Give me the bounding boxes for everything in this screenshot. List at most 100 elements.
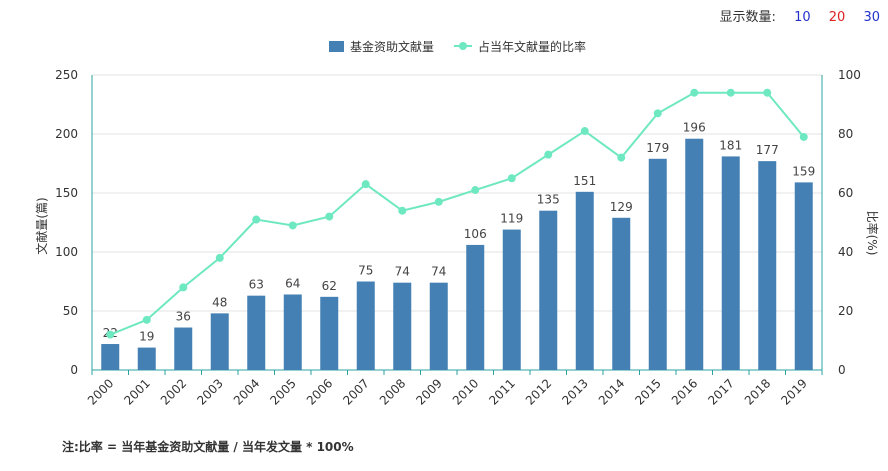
legend-bar-swatch[interactable] bbox=[329, 41, 344, 52]
bar-value-label: 119 bbox=[500, 212, 523, 226]
legend-bar-label[interactable]: 基金资助文献量 bbox=[350, 39, 434, 54]
x-tick-label: 2010 bbox=[450, 376, 481, 407]
y-axis-left-title: 文献量(篇) bbox=[34, 197, 49, 254]
bar[interactable] bbox=[356, 281, 375, 371]
bar[interactable] bbox=[101, 344, 120, 370]
bar[interactable] bbox=[721, 156, 740, 370]
ratio-line bbox=[109, 91, 805, 336]
chart-legend: 基金资助文献量 占当年文献量的比率 bbox=[329, 39, 586, 54]
bar-value-label: 48 bbox=[212, 295, 227, 309]
bar-value-label: 177 bbox=[756, 143, 779, 157]
bar[interactable] bbox=[758, 161, 777, 370]
bar-value-label: 63 bbox=[249, 278, 264, 292]
ratio-point[interactable] bbox=[690, 88, 699, 97]
ratio-point[interactable] bbox=[179, 283, 188, 292]
ratio-point[interactable] bbox=[252, 215, 261, 224]
display-count-20[interactable]: 20 bbox=[828, 10, 846, 25]
ratio-point[interactable] bbox=[361, 180, 370, 189]
bar-value-label: 62 bbox=[322, 279, 337, 293]
bar-value-label: 74 bbox=[431, 265, 446, 279]
bar[interactable] bbox=[320, 296, 339, 370]
ratio-point[interactable] bbox=[507, 174, 516, 183]
bar[interactable] bbox=[210, 313, 229, 370]
ratio-point[interactable] bbox=[288, 221, 297, 230]
y-axis-right-title: 比率(%) bbox=[865, 211, 880, 256]
ratio-point[interactable] bbox=[434, 197, 443, 206]
bar-value-label: 36 bbox=[176, 310, 191, 324]
bar-value-label: 106 bbox=[464, 227, 487, 241]
x-tick-label: 2011 bbox=[486, 376, 517, 407]
x-tick-label: 2007 bbox=[340, 376, 371, 407]
bar[interactable] bbox=[137, 347, 156, 370]
y-left-tick-label: 100 bbox=[55, 245, 78, 259]
ratio-point[interactable] bbox=[471, 186, 480, 195]
ratio-point[interactable] bbox=[325, 212, 334, 221]
ratio-point[interactable] bbox=[544, 150, 553, 159]
ratio-point[interactable] bbox=[106, 330, 115, 339]
bar[interactable] bbox=[174, 327, 193, 370]
y-left-tick-label: 50 bbox=[63, 304, 78, 318]
x-tick-label: 2008 bbox=[377, 376, 408, 407]
bar[interactable] bbox=[794, 182, 813, 370]
ratio-point[interactable] bbox=[799, 132, 808, 141]
legend-line-label[interactable]: 占当年文献量的比率 bbox=[478, 39, 586, 54]
x-tick-label: 2015 bbox=[632, 376, 663, 407]
y-left-tick-label: 200 bbox=[55, 127, 78, 141]
ratio-point[interactable] bbox=[726, 88, 735, 97]
x-tick-label: 2001 bbox=[121, 376, 152, 407]
x-tick-label: 2013 bbox=[559, 376, 590, 407]
bar[interactable] bbox=[283, 294, 302, 370]
x-tick-label: 2017 bbox=[705, 376, 736, 407]
ratio-point[interactable] bbox=[617, 153, 626, 162]
legend-line-dot bbox=[459, 42, 467, 50]
bar-value-label: 129 bbox=[610, 200, 633, 214]
y-right-tick-label: 0 bbox=[838, 363, 846, 377]
bar-value-label: 75 bbox=[358, 264, 373, 278]
bar-value-label: 159 bbox=[792, 164, 815, 178]
bar-value-label: 181 bbox=[719, 138, 742, 152]
bar[interactable] bbox=[429, 282, 448, 370]
bar[interactable] bbox=[685, 138, 704, 370]
ratio-point[interactable] bbox=[653, 109, 662, 118]
display-count-10[interactable]: 10 bbox=[794, 10, 811, 25]
display-count-control: 显示数量: 10 20 30 bbox=[720, 6, 880, 25]
bar[interactable] bbox=[466, 244, 485, 370]
bar-value-label: 179 bbox=[646, 141, 669, 155]
bar-value-label: 196 bbox=[683, 121, 706, 135]
x-tick-label: 2004 bbox=[231, 376, 262, 407]
ratio-point[interactable] bbox=[763, 88, 772, 97]
y-right-tick-label: 40 bbox=[838, 245, 853, 259]
bar-value-label: 151 bbox=[573, 174, 596, 188]
bar-value-label: 64 bbox=[285, 276, 300, 290]
bar[interactable] bbox=[539, 210, 558, 370]
y-right-tick-label: 100 bbox=[838, 68, 861, 82]
bar[interactable] bbox=[393, 282, 412, 370]
y-right-tick-label: 80 bbox=[838, 127, 853, 141]
bar[interactable] bbox=[247, 295, 266, 370]
bar[interactable] bbox=[575, 191, 594, 370]
x-tick-label: 2000 bbox=[85, 376, 116, 407]
ratio-point[interactable] bbox=[142, 315, 151, 324]
ratio-point[interactable] bbox=[580, 127, 589, 136]
x-tick-label: 2018 bbox=[742, 376, 773, 407]
x-tick-label: 2014 bbox=[596, 376, 627, 407]
display-count-label: 显示数量: bbox=[719, 10, 776, 25]
y-right-tick-label: 20 bbox=[838, 304, 853, 318]
ratio-point[interactable] bbox=[398, 206, 407, 215]
bar[interactable] bbox=[648, 158, 667, 370]
bar-value-label: 19 bbox=[139, 330, 154, 344]
y-left-tick-label: 250 bbox=[55, 68, 78, 82]
x-tick-label: 2009 bbox=[413, 376, 444, 407]
bar-value-label: 74 bbox=[395, 265, 410, 279]
x-tick-label: 2005 bbox=[267, 376, 298, 407]
x-tick-label: 2003 bbox=[194, 376, 225, 407]
ratio-point[interactable] bbox=[215, 253, 224, 262]
x-tick-label: 2016 bbox=[669, 376, 700, 407]
y-left-tick-label: 0 bbox=[70, 363, 78, 377]
display-count-30[interactable]: 30 bbox=[863, 10, 880, 25]
x-tick-label: 2006 bbox=[304, 376, 335, 407]
bar[interactable] bbox=[502, 229, 521, 370]
y-right-tick-label: 60 bbox=[838, 186, 853, 200]
bar[interactable] bbox=[612, 217, 631, 370]
